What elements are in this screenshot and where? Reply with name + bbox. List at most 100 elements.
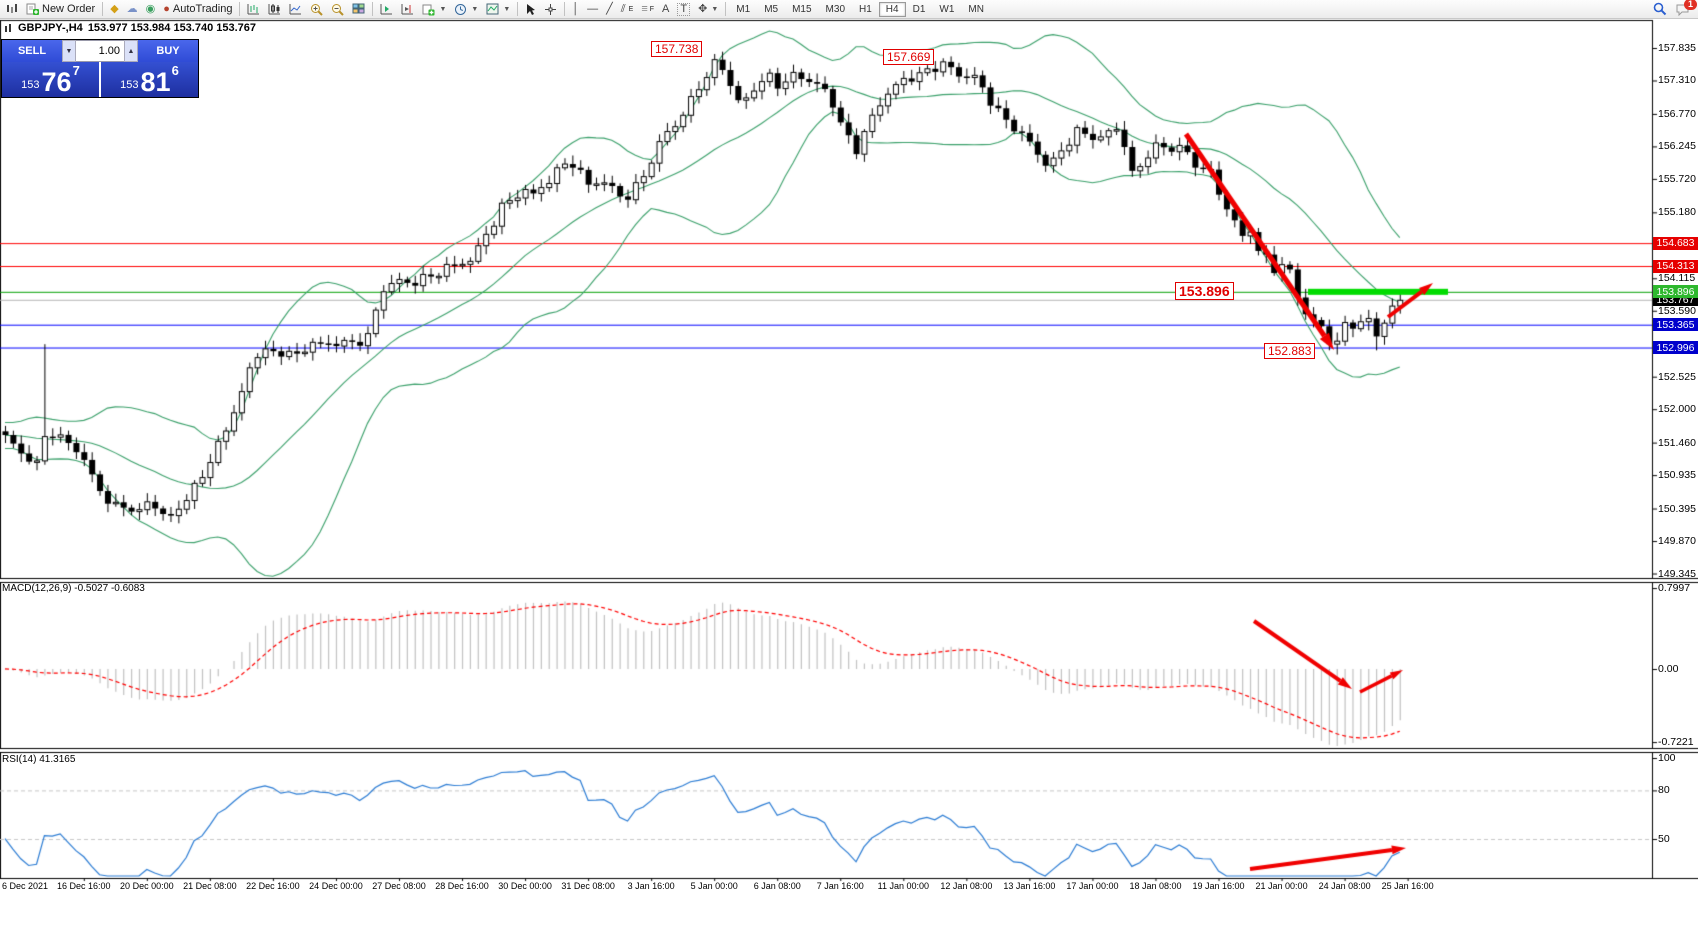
buy-price-button[interactable]: 153 81 6 <box>101 62 198 97</box>
hline-price-label: 152.996 <box>1653 341 1698 355</box>
timeframe-button-h4[interactable]: H4 <box>878 1 906 17</box>
price-annotation[interactable]: 157.669 <box>883 49 935 65</box>
time-axis-label: 20 Dec 00:00 <box>120 881 174 891</box>
timeframe-button-d1[interactable]: D1 <box>912 3 926 15</box>
chart-shift-icon[interactable] <box>376 1 397 18</box>
chart-autoscroll-icon[interactable] <box>397 1 418 18</box>
toolbar-separator <box>725 2 727 16</box>
template-dropdown[interactable]: ▼ <box>482 1 514 18</box>
symbol-period-label: GBPJPY-,H4 <box>18 22 83 34</box>
volume-decrease-button[interactable]: ▼ <box>62 40 76 62</box>
price-tick-label: 155.180 <box>1658 206 1696 219</box>
signal-icon[interactable]: ◉ <box>145 2 156 15</box>
trendline-tool[interactable]: ╱ <box>606 2 613 15</box>
buy-price-point: 6 <box>171 63 179 78</box>
new-order-button[interactable]: New Order <box>22 1 99 18</box>
rsi-label: RSI(14) 41.3165 <box>2 754 76 765</box>
toolbar-separator <box>517 2 519 16</box>
cloud-icon[interactable]: ☁ <box>126 2 138 15</box>
price-annotation[interactable]: 152.883 <box>1264 343 1316 359</box>
price-annotation[interactable]: 157.738 <box>651 41 703 57</box>
zoom-out-icon[interactable] <box>327 1 348 18</box>
chevron-down-icon: ▼ <box>711 5 719 13</box>
zoom-in-icon[interactable] <box>306 1 327 18</box>
time-axis-label: 16 Dec 16:00 <box>57 881 111 891</box>
price-tick-label: 149.870 <box>1658 535 1696 548</box>
new-chart-dropdown[interactable]: ▼ <box>418 1 450 18</box>
vertical-line-tool[interactable]: │ <box>572 2 580 15</box>
chevron-down-icon: ▼ <box>471 5 479 13</box>
time-axis-label: 25 Jan 16:00 <box>1381 881 1434 891</box>
search-icon[interactable] <box>1653 2 1667 16</box>
time-axis-label: 6 Dec 2021 <box>2 881 49 891</box>
price-tick-label: 153.590 <box>1658 304 1696 317</box>
price-tick-label: 156.770 <box>1658 107 1696 120</box>
time-axis-label: 3 Jan 16:00 <box>627 881 675 891</box>
notification-badge: 1 <box>1683 0 1697 10</box>
price-tick-label: 150.935 <box>1658 469 1696 482</box>
time-axis-label: 12 Jan 08:00 <box>940 881 993 891</box>
timeframe-button-m5[interactable]: M5 <box>764 3 779 15</box>
cursor-tool[interactable] <box>521 1 540 18</box>
sell-button[interactable]: SELL <box>2 40 62 62</box>
fibonacci-tool[interactable]: ≡ F <box>641 2 655 15</box>
price-tick-label: 151.460 <box>1658 436 1696 449</box>
text-tool[interactable]: A <box>662 2 670 15</box>
period-dropdown[interactable]: ▼ <box>450 1 482 18</box>
time-axis-label: 17 Jan 00:00 <box>1066 881 1119 891</box>
chart-mini-icon[interactable] <box>2 1 22 18</box>
price-tick-label: 0.00 <box>1658 663 1679 675</box>
price-tick-label: 155.720 <box>1658 172 1696 185</box>
crosshair-tool[interactable] <box>540 1 561 18</box>
notifications-icon[interactable]: 1 <box>1675 0 1697 16</box>
hline-price-label: 153.896 <box>1653 285 1698 299</box>
price-tick-label: 150.395 <box>1658 502 1696 515</box>
new-order-icon <box>26 3 39 15</box>
new-order-label: New Order <box>42 3 96 15</box>
timeframe-button-m1[interactable]: M1 <box>736 3 751 15</box>
toolbar: New Order ◆ ☁ ◉ ● AutoTrading ▼ ▼ ▼ <box>0 0 1698 19</box>
channel-tool[interactable]: ⫽ E <box>620 2 634 15</box>
chevron-down-icon: ▼ <box>503 5 511 13</box>
macd-label: MACD(12,26,9) -0.5027 -0.6083 <box>2 583 145 594</box>
timeframe-bar: M1 M5 M15 M30 H1 H4 D1 W1 MN <box>729 1 991 17</box>
hline-price-label: 154.683 <box>1653 236 1698 250</box>
sell-price-point: 7 <box>72 63 80 78</box>
autotrading-button[interactable]: ● AutoTrading <box>159 1 236 18</box>
symbol-chart-icon <box>5 24 11 32</box>
text-label-tool[interactable]: T <box>673 1 694 18</box>
candle-chart-type-icon[interactable] <box>264 1 285 18</box>
buy-price-base: 153 <box>120 79 139 91</box>
horizontal-line-tool[interactable]: — <box>587 2 599 15</box>
hline-price-label: 153.365 <box>1653 318 1698 332</box>
timeframe-button-m30[interactable]: M30 <box>825 3 845 15</box>
time-axis-label: 27 Dec 08:00 <box>372 881 426 891</box>
timeframe-button-w1[interactable]: W1 <box>939 3 955 15</box>
bar-chart-type-icon[interactable] <box>243 1 264 18</box>
autotrading-icon: ● <box>163 2 170 15</box>
time-axis-label: 11 Jan 00:00 <box>877 881 930 891</box>
autotrading-label: AutoTrading <box>172 3 233 15</box>
price-tick-label: 154.115 <box>1658 272 1696 285</box>
timeframe-button-m15[interactable]: M15 <box>792 3 812 15</box>
volume-increase-button[interactable]: ▲ <box>124 40 138 62</box>
arrows-tool-dropdown[interactable]: ✥ ▼ <box>698 2 719 15</box>
timeframe-button-mn[interactable]: MN <box>968 3 984 15</box>
eraser-icon[interactable]: ◆ <box>110 2 119 15</box>
toolbar-separator <box>239 2 241 16</box>
time-axis-label: 6 Jan 08:00 <box>753 881 801 891</box>
volume-input[interactable]: 1.00 <box>76 40 124 62</box>
sell-price-button[interactable]: 153 76 7 <box>2 62 99 97</box>
tile-windows-icon[interactable] <box>348 1 369 18</box>
price-annotation[interactable]: 153.896 <box>1175 282 1234 300</box>
timeframe-button-h1[interactable]: H1 <box>859 3 872 15</box>
time-axis-label: 7 Jan 16:00 <box>816 881 864 891</box>
line-chart-type-icon[interactable] <box>285 1 306 18</box>
fibo-sub-label: F <box>649 5 655 13</box>
one-click-trade-panel: SELL ▼ 1.00 ▲ BUY 153 76 7 153 81 6 <box>1 39 199 98</box>
buy-button[interactable]: BUY <box>138 40 198 62</box>
sell-price-base: 153 <box>21 79 40 91</box>
price-tick-label: 149.345 <box>1658 567 1696 580</box>
price-tick-label: 156.245 <box>1658 140 1696 153</box>
